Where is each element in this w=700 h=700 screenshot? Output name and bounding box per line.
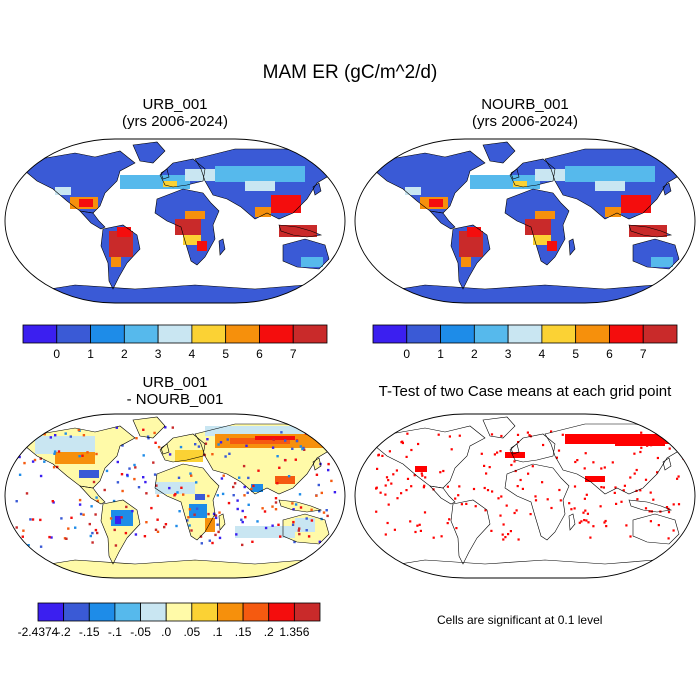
colorbar-bottom-swatch [63, 602, 90, 622]
panel-title-nourb: NOURB_001 (yrs 2006-2024) [425, 96, 625, 130]
colorbar-top-left-swatch [259, 324, 294, 344]
colorbar-top-left-label: 4 [189, 347, 196, 361]
map-urb-frame [4, 138, 346, 304]
colorbar-bottom-swatch [191, 602, 218, 622]
colorbar-top-right-swatch [507, 324, 543, 344]
panel-title-nourb-name: NOURB_001 [481, 96, 569, 113]
colorbar-bottom-label: 1.356 [279, 625, 309, 639]
significance-note: Cells are significant at 0.1 level [437, 613, 603, 627]
panel-title-diff-line2: - NOURB_001 [126, 391, 224, 408]
colorbar-top-right-swatch [406, 324, 441, 344]
map-nourb [354, 138, 696, 304]
colorbar-top-left-swatch [191, 324, 227, 344]
colorbar-top-right-label: 5 [572, 347, 579, 361]
colorbar-bottom-swatch [88, 602, 116, 622]
colorbar-top-right-label: 4 [539, 347, 546, 361]
figure-title: MAM ER (gC/m^2/d) [262, 62, 438, 83]
colorbar-top-left-label: 3 [155, 347, 162, 361]
colorbar-top-right-label: 7 [640, 347, 647, 361]
panel-title-diff: URB_001 - NOURB_001 [75, 374, 275, 408]
map-diff [4, 413, 346, 579]
map-urb [4, 138, 346, 304]
colorbar-top-right-swatch [372, 324, 408, 344]
colorbar-bottom-label: .0 [161, 625, 171, 639]
colorbar-bottom-swatch [114, 602, 141, 622]
colorbar-top-left-label: 1 [87, 347, 94, 361]
colorbar-top-left-swatch [56, 324, 91, 344]
colorbar-top-right-swatch [642, 324, 678, 344]
colorbar-bottom-swatch [242, 602, 270, 622]
panel-title-diff-line1: URB_001 [142, 374, 208, 391]
panel-title-ttest: T-Test of two Case means at each grid po… [350, 383, 700, 400]
colorbar-bottom-label: .05 [183, 625, 200, 639]
colorbar-top-right-swatch [541, 324, 577, 344]
colorbar-top-left-label: 2 [121, 347, 128, 361]
colorbar-bottom-swatch [140, 602, 167, 622]
colorbar-bottom: -2.4374-.2 -.15 -.1 -.05 .0 .05 .1 .15 .2 1.356 [18, 602, 321, 639]
colorbar-top-left-label: 7 [290, 347, 297, 361]
map-ttest-frame [354, 413, 696, 579]
colorbar-bottom-swatch [293, 602, 321, 622]
colorbar-bottom-label: -.15 [79, 625, 100, 639]
colorbar-bottom-label: .15 [235, 625, 252, 639]
colorbar-top-left-swatch [157, 324, 193, 344]
panel-title-urb-name: URB_001 [142, 96, 208, 113]
map-nourb-frame [354, 138, 696, 304]
colorbar-bottom-swatch [165, 602, 193, 622]
colorbar-bottom-swatch [268, 602, 295, 622]
colorbar-bottom-label: .1 [212, 625, 222, 639]
panel-title-nourb-years: (yrs 2006-2024) [472, 113, 578, 130]
map-ttest [354, 413, 696, 579]
colorbar-top-left: 0 1 2 3 4 5 6 7 [22, 324, 328, 361]
colorbar-top-right-label: 6 [606, 347, 613, 361]
map-diff-frame [4, 413, 346, 579]
colorbar-top-right-swatch [609, 324, 644, 344]
colorbar-top-left-swatch [22, 324, 58, 344]
colorbar-bottom-label: .2 [264, 625, 274, 639]
colorbar-top-left-label: 0 [53, 347, 60, 361]
colorbar-bottom-label: -2.4374 [18, 625, 59, 639]
panel-title-ttest-text: T-Test of two Case means at each grid po… [378, 383, 672, 400]
colorbar-top-left-swatch [225, 324, 260, 344]
colorbar-bottom-label: -.2 [57, 625, 71, 639]
colorbar-top-right: 0 1 2 3 4 5 6 7 [372, 324, 678, 361]
colorbar-bottom-label: -.05 [130, 625, 151, 639]
colorbar-top-right-label: 2 [471, 347, 478, 361]
colorbar-bottom-swatch [217, 602, 244, 622]
colorbar-top-right-swatch [440, 324, 475, 344]
colorbar-top-left-swatch [292, 324, 328, 344]
panel-title-urb: URB_001 (yrs 2006-2024) [75, 96, 275, 130]
colorbar-top-left-swatch [123, 324, 159, 344]
colorbar-bottom-label: -.1 [108, 625, 122, 639]
colorbar-top-right-swatch [575, 324, 610, 344]
colorbar-top-left-label: 5 [222, 347, 229, 361]
colorbar-top-right-label: 3 [505, 347, 512, 361]
colorbar-top-left-label: 6 [256, 347, 263, 361]
colorbar-top-left-swatch [90, 324, 125, 344]
colorbar-top-right-label: 0 [403, 347, 410, 361]
colorbar-bottom-swatch [37, 602, 65, 622]
colorbar-top-right-label: 1 [437, 347, 444, 361]
panel-title-urb-years: (yrs 2006-2024) [122, 113, 228, 130]
colorbar-top-right-swatch [473, 324, 509, 344]
